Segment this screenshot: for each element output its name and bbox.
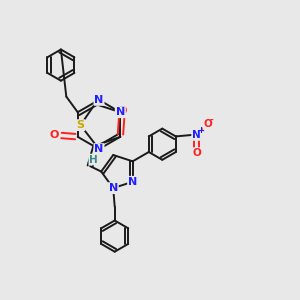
- Text: O: O: [50, 130, 59, 140]
- Text: N: N: [116, 107, 125, 117]
- Text: N: N: [192, 130, 201, 140]
- Text: -: -: [210, 116, 214, 124]
- Text: O: O: [192, 148, 201, 158]
- Text: N: N: [94, 144, 103, 154]
- Text: N: N: [94, 95, 103, 105]
- Text: N: N: [109, 183, 118, 193]
- Text: N: N: [128, 177, 137, 187]
- Text: O: O: [203, 119, 212, 129]
- Text: +: +: [197, 126, 204, 135]
- Text: O: O: [117, 106, 127, 116]
- Text: H: H: [89, 154, 98, 164]
- Text: S: S: [76, 120, 85, 130]
